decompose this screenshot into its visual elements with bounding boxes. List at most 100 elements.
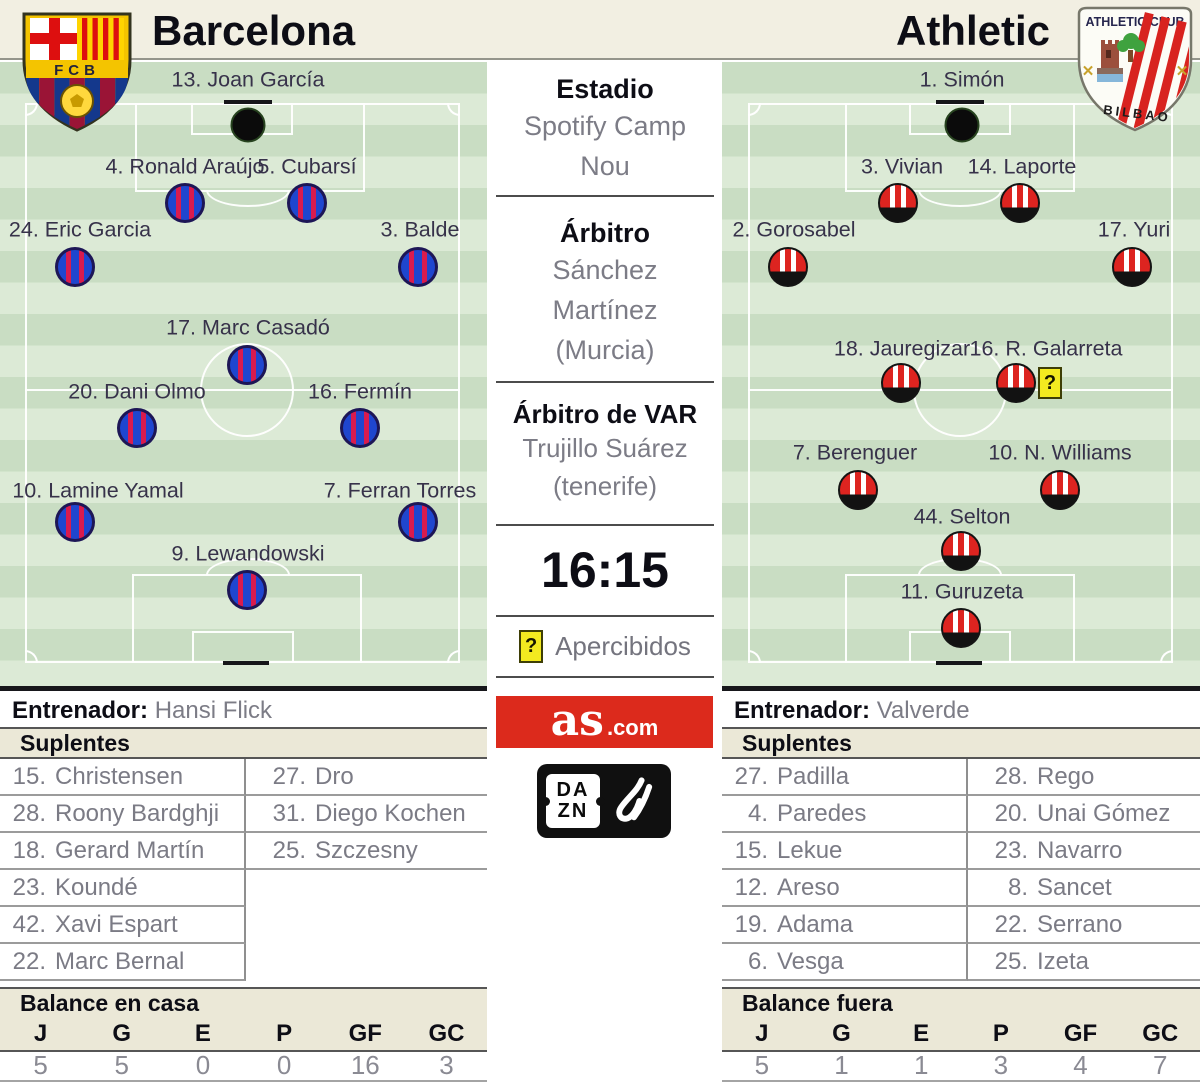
player-label: 17. Marc Casadó bbox=[166, 315, 330, 340]
player-label: 44. Selton bbox=[913, 504, 1011, 529]
apercibidos-legend: ? Apercibidos bbox=[496, 617, 714, 678]
pitch-athletic: 1. Simón 3. Vivian 14. Laporte 2. Gorosabel… bbox=[722, 62, 1200, 686]
player-dot bbox=[55, 247, 95, 287]
balance-values-athletic: 5 1 1 3 4 7 bbox=[722, 1052, 1200, 1082]
sub-number: 27. bbox=[272, 762, 306, 790]
sub-number: 23. bbox=[994, 836, 1028, 864]
player-label: 10. N. Williams bbox=[988, 440, 1132, 465]
coach-name: Valverde bbox=[876, 697, 970, 724]
sub-name: Dro bbox=[315, 762, 354, 790]
sub-number: 22. bbox=[12, 947, 46, 975]
subs-cell: 23. Koundé bbox=[0, 870, 246, 907]
balance-headers-athletic: J G E P GF GC bbox=[722, 1017, 1200, 1052]
coach-row-barcelona: Entrenador: Hansi Flick bbox=[0, 697, 499, 725]
balance-value-cell: 4 bbox=[1073, 1050, 1088, 1080]
team-name-athletic: Athletic bbox=[895, 7, 1050, 54]
subs-cell: 15. Lekue bbox=[722, 833, 968, 870]
laliga-glyph-icon bbox=[616, 777, 653, 822]
player-dot bbox=[227, 345, 267, 385]
sub-number: 8. bbox=[1007, 873, 1028, 901]
balance-header-cell: GC bbox=[428, 1020, 465, 1047]
sub-number: 15. bbox=[12, 762, 46, 790]
sub-name: Xavi Espart bbox=[55, 910, 178, 938]
player-label: 2. Gorosabel bbox=[732, 217, 856, 242]
barcelona-crest-icon: FCB bbox=[22, 12, 132, 132]
sub-number: 25. bbox=[272, 836, 306, 864]
player-dot bbox=[398, 502, 438, 542]
crest-fcb-text: FCB bbox=[54, 62, 100, 79]
player-dot bbox=[996, 363, 1036, 403]
arbitro-section: Árbitro Sánchez Martínez (Murcia) bbox=[496, 197, 714, 383]
player-label: 18. Jauregizar bbox=[833, 336, 971, 361]
balance-value-cell: 5 bbox=[754, 1050, 770, 1080]
sub-name: Lekue bbox=[777, 836, 843, 864]
player-label: 4. Ronald Araújo bbox=[105, 154, 265, 179]
athletic-crest-icon: ATHLETIC CLUB ✕ ✕ BILBAO bbox=[1077, 6, 1193, 132]
var-label: Árbitro de VAR bbox=[512, 399, 698, 429]
balance-header-cell: J bbox=[33, 1020, 48, 1047]
player-label: 1. Simón bbox=[919, 67, 1005, 92]
balance-value-cell: 16 bbox=[350, 1050, 380, 1080]
balance-value-cell: 3 bbox=[993, 1050, 1009, 1080]
sub-name: Unai Gómez bbox=[1037, 799, 1171, 827]
balance-header-cell: G bbox=[832, 1020, 851, 1047]
balance-header-cell: J bbox=[755, 1020, 769, 1047]
subs-table-athletic: 27. Padilla 28. Rego 4. Paredes 20. Unai Gómez 1… bbox=[722, 759, 1200, 981]
sub-name: Vesga bbox=[777, 947, 844, 975]
corner-arc bbox=[447, 650, 460, 663]
apercibido-card-icon: ? bbox=[1038, 367, 1062, 399]
sub-name: Paredes bbox=[777, 799, 867, 827]
subs-cell: 6. Vesga bbox=[722, 944, 968, 981]
sub-name: Izeta bbox=[1037, 947, 1090, 975]
sub-name: Diego Kochen bbox=[315, 799, 466, 827]
subs-row: 4. Paredes 20. Unai Gómez bbox=[722, 796, 1200, 833]
balance-title-athletic: Balance fuera bbox=[722, 987, 1200, 1019]
balance-header-cell: G bbox=[112, 1020, 132, 1047]
subs-cell: 18. Gerard Martín bbox=[0, 833, 246, 870]
estadio-value: Spotify Camp Nou bbox=[523, 111, 687, 181]
as-com-logo: as .com bbox=[496, 696, 713, 748]
goal-bottom bbox=[936, 661, 982, 665]
coach-name: Hansi Flick bbox=[154, 697, 273, 724]
sub-number: 20. bbox=[994, 799, 1028, 827]
balance-value-cell: 5 bbox=[114, 1050, 129, 1080]
goal-top bbox=[224, 100, 272, 104]
sub-name: Gerard Martín bbox=[55, 836, 205, 864]
player-dot bbox=[768, 247, 808, 287]
subs-cell: 23. Navarro bbox=[968, 833, 1200, 870]
sub-name: Marc Bernal bbox=[55, 947, 185, 975]
subs-cell: 25. Izeta bbox=[968, 944, 1200, 981]
balance-value-cell: 0 bbox=[276, 1050, 292, 1080]
subs-cell bbox=[246, 907, 487, 944]
sub-number: 6. bbox=[747, 947, 768, 975]
estadio-label: Estadio bbox=[556, 74, 654, 104]
estadio-section: Estadio Spotify Camp Nou bbox=[496, 62, 714, 197]
corner-arc bbox=[1160, 650, 1173, 663]
balance-value-cell: 1 bbox=[834, 1050, 849, 1080]
sub-number: 23. bbox=[12, 873, 46, 901]
player-dot bbox=[1040, 470, 1080, 510]
halfway-line bbox=[25, 389, 460, 391]
subs-cell: 42. Xavi Espart bbox=[0, 907, 246, 944]
subs-row: 23. Koundé bbox=[0, 870, 487, 907]
player-dot bbox=[287, 183, 327, 223]
kickoff-section: 16:15 bbox=[496, 526, 714, 617]
goal-top bbox=[936, 100, 984, 104]
subs-row: 18. Gerard Martín 25. Szczesny bbox=[0, 833, 487, 870]
sub-name: Adama bbox=[777, 910, 854, 938]
coach-row-athletic: Entrenador: Valverde bbox=[722, 697, 1200, 725]
player-label: 17. Yuri bbox=[1097, 217, 1171, 242]
sub-name: Sancet bbox=[1037, 873, 1112, 901]
team-name-barcelona: Barcelona bbox=[152, 7, 356, 54]
sub-number: 12. bbox=[734, 873, 768, 901]
player-label: 3. Vivian bbox=[860, 154, 944, 179]
subs-row: 22. Marc Bernal bbox=[0, 944, 487, 981]
subs-cell: 22. Serrano bbox=[968, 907, 1200, 944]
subs-cell: 27. Padilla bbox=[722, 759, 968, 796]
crest-x-right: ✕ bbox=[1176, 63, 1189, 80]
player-dot bbox=[941, 608, 981, 648]
subs-row: 19. Adama 22. Serrano bbox=[722, 907, 1200, 944]
dazn-laliga-logo: DA ZN bbox=[537, 764, 671, 838]
suplentes-header-athletic: Suplentes bbox=[722, 727, 1200, 759]
sub-number: 28. bbox=[994, 762, 1028, 790]
